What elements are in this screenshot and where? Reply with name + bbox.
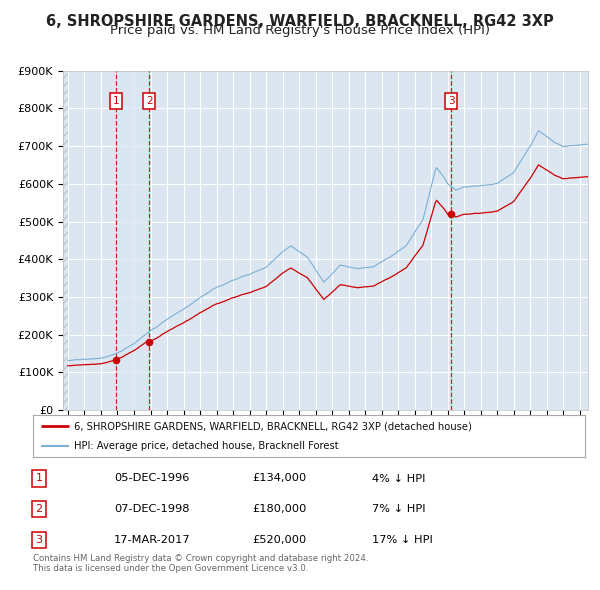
Text: 05-DEC-1996: 05-DEC-1996 [114,474,190,483]
Text: 2: 2 [146,96,152,106]
Text: 2: 2 [35,504,43,514]
Text: £180,000: £180,000 [252,504,307,514]
Text: £520,000: £520,000 [252,535,306,545]
Text: 7% ↓ HPI: 7% ↓ HPI [372,504,425,514]
Text: 6, SHROPSHIRE GARDENS, WARFIELD, BRACKNELL, RG42 3XP (detached house): 6, SHROPSHIRE GARDENS, WARFIELD, BRACKNE… [74,421,472,431]
Text: 17% ↓ HPI: 17% ↓ HPI [372,535,433,545]
Text: 6, SHROPSHIRE GARDENS, WARFIELD, BRACKNELL, RG42 3XP: 6, SHROPSHIRE GARDENS, WARFIELD, BRACKNE… [46,14,554,29]
Text: 3: 3 [448,96,454,106]
Text: 1: 1 [113,96,119,106]
Text: 07-DEC-1998: 07-DEC-1998 [114,504,190,514]
Text: 1: 1 [35,474,43,483]
Bar [116,71,149,410]
Bar [52,71,68,410]
Text: Contains HM Land Registry data © Crown copyright and database right 2024.
This d: Contains HM Land Registry data © Crown c… [33,554,368,573]
Text: 17-MAR-2017: 17-MAR-2017 [114,535,191,545]
Text: 4% ↓ HPI: 4% ↓ HPI [372,474,425,483]
Text: HPI: Average price, detached house, Bracknell Forest: HPI: Average price, detached house, Brac… [74,441,339,451]
Text: 3: 3 [35,535,43,545]
Text: £134,000: £134,000 [252,474,306,483]
Text: Price paid vs. HM Land Registry's House Price Index (HPI): Price paid vs. HM Land Registry's House … [110,24,490,37]
